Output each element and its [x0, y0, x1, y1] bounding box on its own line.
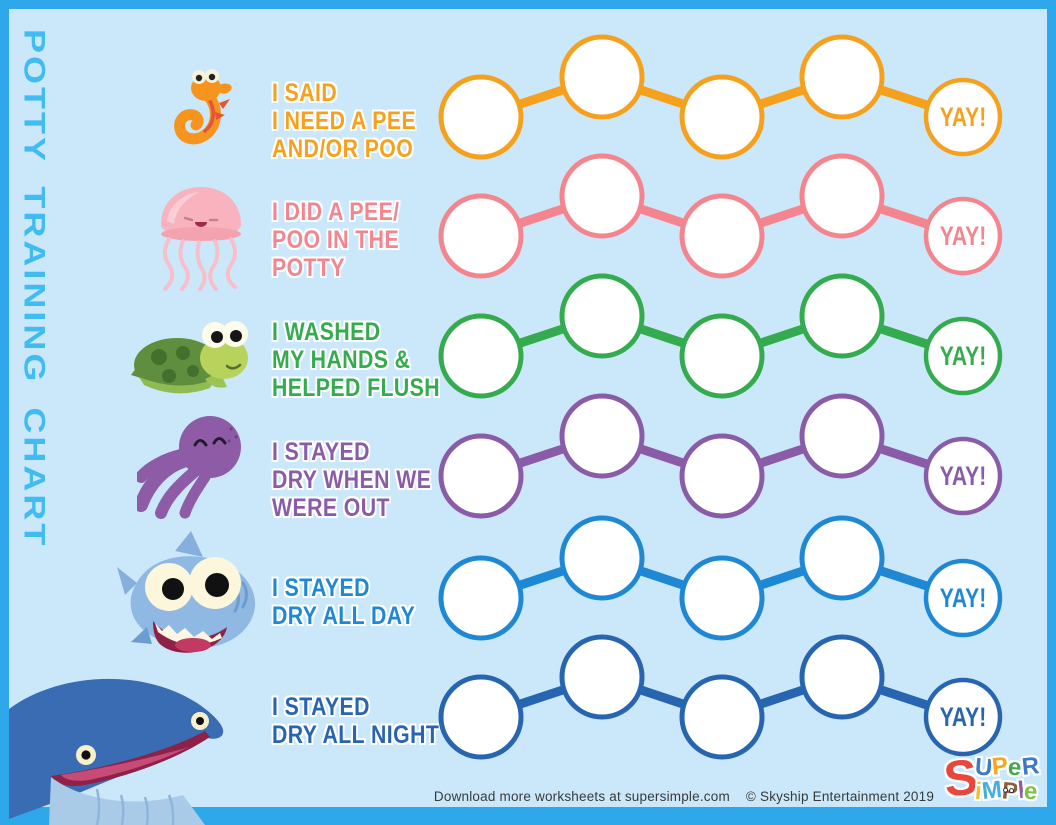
task-label-line: POO IN THE	[272, 226, 400, 254]
turtle-icon	[131, 309, 253, 401]
progress-step-circle-3[interactable]	[679, 74, 765, 160]
reward-circle[interactable]	[923, 316, 1003, 396]
progress-step-circle-4[interactable]	[799, 393, 885, 479]
progress-step-circle-2[interactable]	[559, 273, 645, 359]
task-label-line: I STAYED	[272, 438, 370, 466]
task-label-line: DRY ALL DAY	[272, 602, 416, 630]
task-label-line: I STAYED	[272, 574, 370, 602]
owl-icon	[1002, 787, 1016, 794]
reward-label: YAY!	[940, 222, 986, 252]
progress-step-circle-4[interactable]	[799, 34, 885, 120]
progress-step-circle-2[interactable]	[559, 515, 645, 601]
progress-step-circle-4[interactable]	[799, 273, 885, 359]
reward-label: YAY!	[940, 342, 986, 372]
progress-step-circle-2[interactable]	[559, 634, 645, 720]
progress-step-circle-4[interactable]	[799, 515, 885, 601]
footer-download-text: Download more worksheets at supersimple.…	[433, 789, 730, 804]
footer-copyright: © Skyship Entertainment 2019	[745, 789, 935, 804]
progress-step-circle-3[interactable]	[679, 433, 765, 519]
task-label: I DID A PEE/POO IN THE POTTY	[272, 198, 400, 282]
whale-icon	[9, 667, 245, 825]
logo-letter: e	[1023, 777, 1039, 806]
progress-step-circle-1[interactable]	[438, 313, 524, 399]
potty-training-chart-page: POTTY TRAINING CHART I SAID I NEED A PEE A…	[9, 9, 1047, 825]
seahorse-icon	[167, 67, 241, 159]
progress-step-circle-3[interactable]	[679, 193, 765, 279]
progress-step-circle-3[interactable]	[679, 674, 765, 760]
octopus-icon	[137, 413, 251, 521]
task-label: I STAYED DRY WHEN WE WERE OUT	[272, 438, 431, 522]
page-title: POTTY TRAINING CHART	[17, 29, 52, 549]
task-label-line: I DID A PEE/	[272, 198, 400, 226]
progress-chain: YAY!	[438, 153, 1003, 279]
progress-step-circle-2[interactable]	[559, 153, 645, 239]
logo-letter-owl: P	[1000, 777, 1019, 806]
progress-chain: YAY!	[438, 393, 1003, 519]
task-label-line: I WASHED	[272, 318, 381, 346]
progress-chain: YAY!	[438, 515, 1003, 641]
task-label-line: I SAID	[272, 79, 338, 107]
task-label-line: WERE OUT	[272, 494, 390, 522]
task-label: I SAID I NEED A PEE AND/OR POO	[272, 79, 416, 163]
progress-step-circle-1[interactable]	[438, 74, 524, 160]
reward-label: YAY!	[940, 462, 986, 492]
progress-step-circle-2[interactable]	[559, 393, 645, 479]
task-label-line: DRY ALL NIGHT	[272, 721, 440, 749]
task-label-line: MY HANDS &	[272, 346, 411, 374]
task-label-line: I NEED A PEE	[272, 107, 417, 135]
task-label: I WASHED MY HANDS & HELPED FLUSH	[272, 318, 440, 402]
reward-label: YAY!	[940, 584, 986, 614]
reward-circle[interactable]	[923, 558, 1003, 638]
reward-circle[interactable]	[923, 77, 1003, 157]
progress-step-circle-4[interactable]	[799, 153, 885, 239]
shark-icon	[117, 529, 261, 663]
footer: Download more worksheets at supersimple.…	[429, 789, 939, 804]
reward-circle[interactable]	[923, 436, 1003, 516]
reward-label: YAY!	[940, 703, 986, 733]
progress-chain: YAY!	[438, 273, 1003, 399]
progress-step-circle-1[interactable]	[438, 193, 524, 279]
logo-letter: M	[980, 776, 1003, 805]
progress-chain: YAY!	[438, 634, 1003, 760]
progress-chain: YAY!	[438, 34, 1003, 160]
jellyfish-icon	[153, 179, 249, 293]
reward-circle[interactable]	[923, 677, 1003, 757]
task-label-line: HELPED FLUSH	[272, 374, 441, 402]
reward-circle[interactable]	[923, 196, 1003, 276]
progress-step-circle-3[interactable]	[679, 555, 765, 641]
task-label: I STAYED DRY ALL NIGHT	[272, 693, 439, 749]
progress-step-circle-1[interactable]	[438, 555, 524, 641]
progress-step-circle-4[interactable]	[799, 634, 885, 720]
progress-step-circle-2[interactable]	[559, 34, 645, 120]
task-label-line: POTTY	[272, 254, 345, 282]
task-label-line: DRY WHEN WE	[272, 466, 432, 494]
progress-step-circle-1[interactable]	[438, 433, 524, 519]
progress-step-circle-1[interactable]	[438, 674, 524, 760]
task-label-line: AND/OR POO	[272, 135, 414, 163]
task-label: I STAYED DRY ALL DAY	[272, 574, 415, 630]
progress-step-circle-3[interactable]	[679, 313, 765, 399]
reward-label: YAY!	[940, 103, 986, 133]
task-label-line: I STAYED	[272, 693, 370, 721]
